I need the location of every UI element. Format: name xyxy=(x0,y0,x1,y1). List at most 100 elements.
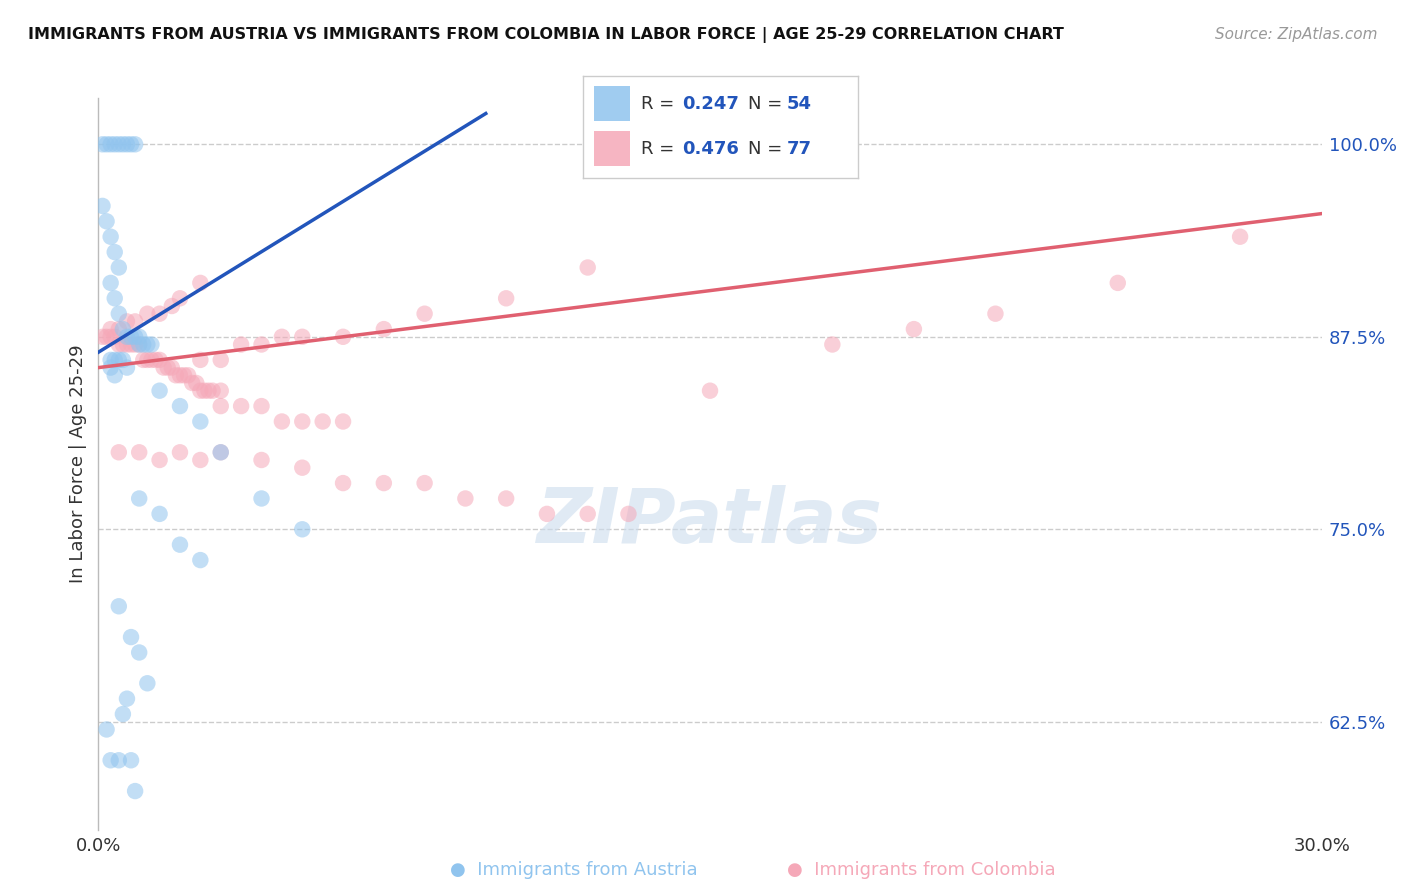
Point xyxy=(209,399,232,413)
Point xyxy=(699,384,721,398)
Text: 0.476: 0.476 xyxy=(682,140,740,158)
Point xyxy=(495,291,517,305)
Point xyxy=(209,384,232,398)
Point xyxy=(136,307,159,321)
Point xyxy=(124,337,146,351)
Point xyxy=(250,399,273,413)
Point xyxy=(115,314,138,328)
Point xyxy=(128,337,150,351)
Point xyxy=(169,445,191,459)
Point xyxy=(104,245,127,260)
Point xyxy=(96,723,118,737)
Text: R =: R = xyxy=(641,140,681,158)
Point xyxy=(188,276,212,290)
Point xyxy=(100,322,122,336)
Point xyxy=(177,368,200,383)
Point xyxy=(108,307,131,321)
Point xyxy=(136,352,159,367)
Point xyxy=(149,352,172,367)
Point xyxy=(120,630,142,644)
Bar xyxy=(595,87,630,121)
Point xyxy=(250,453,273,467)
Point xyxy=(209,445,232,459)
Point xyxy=(169,368,191,383)
Point xyxy=(111,707,134,722)
Point xyxy=(373,322,395,336)
Point xyxy=(100,229,122,244)
Point xyxy=(108,445,131,459)
Point xyxy=(312,415,335,429)
Point xyxy=(145,352,167,367)
Point xyxy=(231,337,253,351)
Point xyxy=(128,645,150,659)
Point xyxy=(104,137,127,152)
Point xyxy=(96,137,118,152)
Point xyxy=(141,352,163,367)
Point xyxy=(169,399,191,413)
Point xyxy=(108,137,131,152)
Point xyxy=(250,337,273,351)
Point xyxy=(100,352,122,367)
Point xyxy=(128,491,150,506)
Point xyxy=(270,415,294,429)
Point xyxy=(104,352,127,367)
Point xyxy=(136,337,159,351)
Point xyxy=(188,415,212,429)
Point xyxy=(160,360,183,375)
Point xyxy=(124,330,146,344)
Point xyxy=(96,330,118,344)
Y-axis label: In Labor Force | Age 25-29: In Labor Force | Age 25-29 xyxy=(69,344,87,583)
Point xyxy=(169,291,191,305)
Point xyxy=(108,322,131,336)
Point xyxy=(91,199,114,213)
Point xyxy=(160,299,183,313)
Point xyxy=(454,491,477,506)
Text: 0.247: 0.247 xyxy=(682,95,740,112)
Point xyxy=(1229,229,1251,244)
Point xyxy=(156,360,179,375)
Point xyxy=(169,538,191,552)
Point xyxy=(128,337,150,351)
Point xyxy=(149,307,172,321)
Point xyxy=(100,753,122,767)
Point xyxy=(115,691,138,706)
Point xyxy=(108,753,131,767)
Point xyxy=(136,676,159,690)
Text: IMMIGRANTS FROM AUSTRIA VS IMMIGRANTS FROM COLOMBIA IN LABOR FORCE | AGE 25-29 C: IMMIGRANTS FROM AUSTRIA VS IMMIGRANTS FR… xyxy=(28,27,1064,43)
Point xyxy=(108,260,131,275)
Point xyxy=(115,330,138,344)
Point xyxy=(132,337,155,351)
Point xyxy=(413,307,436,321)
Point xyxy=(149,384,172,398)
Point xyxy=(903,322,925,336)
Point xyxy=(96,214,118,228)
Point xyxy=(124,784,146,798)
Point xyxy=(209,352,232,367)
Point xyxy=(104,291,127,305)
Point xyxy=(291,330,314,344)
Point xyxy=(188,352,212,367)
Point xyxy=(111,322,134,336)
Point xyxy=(984,307,1007,321)
Point xyxy=(188,453,212,467)
Point xyxy=(209,445,232,459)
Text: 54: 54 xyxy=(786,95,811,112)
Point xyxy=(120,337,142,351)
Point xyxy=(120,137,142,152)
Point xyxy=(124,314,146,328)
Point xyxy=(108,352,131,367)
Point xyxy=(128,330,150,344)
Point xyxy=(291,415,314,429)
Point xyxy=(617,507,640,521)
Point xyxy=(332,330,354,344)
Point xyxy=(332,476,354,491)
Point xyxy=(495,491,517,506)
Text: N =: N = xyxy=(748,140,787,158)
Point xyxy=(111,337,134,351)
Point xyxy=(124,137,146,152)
Point xyxy=(193,384,215,398)
Point xyxy=(115,137,138,152)
Point xyxy=(91,137,114,152)
Point xyxy=(104,330,127,344)
Point xyxy=(104,368,127,383)
